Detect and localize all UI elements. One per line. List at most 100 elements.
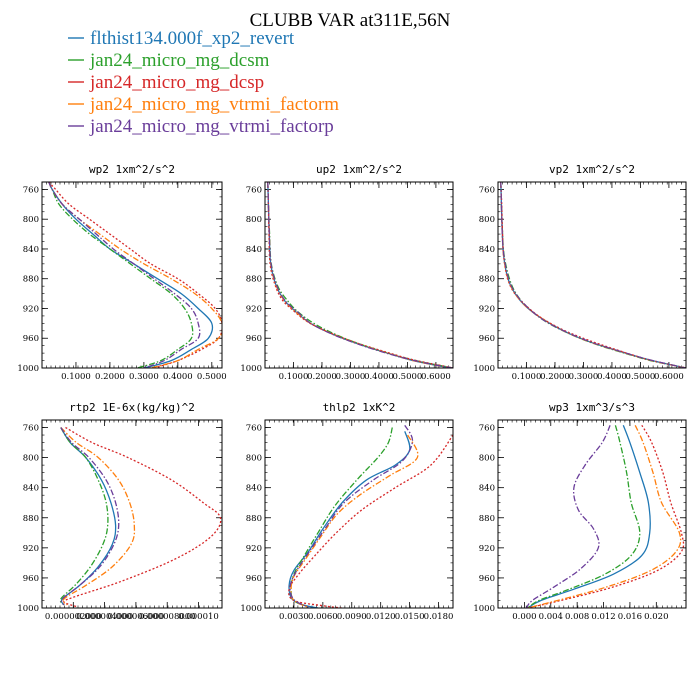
plot-frame — [41, 181, 223, 369]
y-tick-label: 840 — [479, 245, 495, 255]
x-tick-label: 0.5000 — [393, 372, 423, 382]
series-line-3 — [63, 426, 222, 608]
y-tick-label: 880 — [479, 275, 495, 285]
y-tick-label: 880 — [246, 514, 262, 524]
minor-ticks — [265, 181, 453, 369]
series-group — [48, 182, 222, 368]
x-tick-label: 0.000004000 — [76, 612, 133, 622]
series-line-1 — [48, 182, 214, 368]
x-tick-label: 0.2000 — [95, 372, 125, 382]
series-group — [500, 182, 686, 368]
x-tick-label: 0.3000 — [569, 372, 599, 382]
series-line-3 — [48, 182, 222, 368]
series-line-3 — [267, 182, 453, 368]
x-tick-label: 0.0030 — [279, 612, 309, 622]
y-tick-label: 960 — [23, 574, 39, 584]
series-line-5 — [289, 424, 414, 608]
plot-frame — [264, 419, 454, 609]
series-line-1 — [500, 182, 686, 368]
series-group — [59, 426, 222, 608]
series-line-2 — [48, 182, 194, 368]
y-tick-label: 840 — [23, 484, 39, 494]
panels: wp2 1xm^2/s^2 760 800 840 880 920 960 1000 0.100… — [17, 163, 687, 622]
x-tick-label: 0.4000 — [163, 372, 193, 382]
series-line-5 — [267, 182, 453, 368]
y-tick-label: 840 — [479, 484, 495, 494]
x-tick-label: 0.016 — [618, 612, 642, 622]
y-tick-label: 760 — [23, 424, 39, 434]
y-tick-label: 880 — [23, 275, 39, 285]
series-line-1 — [527, 425, 651, 608]
x-tick-label: 0.0060 — [308, 612, 338, 622]
y-tick-label: 920 — [479, 544, 495, 554]
y-tick-label: 880 — [23, 514, 39, 524]
y-tick-label: 840 — [246, 245, 262, 255]
x-tick-label: 0.000006000 — [108, 612, 165, 622]
minor-ticks — [498, 181, 686, 369]
minor-ticks — [265, 419, 453, 609]
legend-entry: jan24_micro_mg_vtrmi_factorp — [89, 116, 334, 137]
x-tick-label: 0.004 — [539, 612, 563, 622]
figure-title: CLUBB VAR at311E,56N — [250, 10, 451, 31]
y-tick-label: 760 — [246, 185, 262, 195]
series-line-2 — [267, 182, 453, 368]
x-tick-label: 0.2000 — [540, 372, 570, 382]
x-tick-label: 0.000 — [512, 612, 536, 622]
series-line-4 — [527, 425, 682, 608]
panel-title: thlp2 1xK^2 — [323, 401, 396, 414]
series-line-5 — [525, 425, 611, 608]
y-tick-label: 880 — [479, 514, 495, 524]
legend-entry: jan24_micro_mg_vtrmi_factorm — [89, 94, 339, 115]
plot-frame — [41, 419, 223, 609]
legend-entry: flthist134.000f_xp2_revert — [90, 28, 295, 49]
x-tick-label: 0.1000 — [61, 372, 91, 382]
x-tick-label: 0.1000 — [512, 372, 542, 382]
series-group — [288, 424, 453, 608]
series-line-4 — [290, 434, 419, 608]
y-tick-label: 840 — [23, 245, 39, 255]
y-tick-label: 920 — [246, 544, 262, 554]
plot-panel: wp3 1xm^3/s^3 760 800 840 880 920 960 1000 0.000… — [473, 401, 687, 622]
series-line-3 — [500, 182, 686, 368]
panel-title: rtp2 1E-6x(kg/kg)^2 — [69, 401, 195, 414]
series-line-1 — [267, 182, 453, 368]
series-group — [267, 182, 453, 368]
minor-ticks — [42, 419, 222, 609]
y-tick-label: 920 — [23, 304, 39, 314]
series-group — [525, 424, 685, 608]
y-tick-label: 960 — [246, 334, 262, 344]
y-tick-label: 840 — [246, 484, 262, 494]
x-tick-label: 0.000002000 — [45, 612, 102, 622]
plot-frame — [497, 419, 687, 609]
y-tick-label: 760 — [23, 185, 39, 195]
y-tick-label: 800 — [23, 215, 39, 225]
y-tick-label: 1000 — [17, 364, 39, 374]
series-line-1 — [288, 431, 411, 608]
y-tick-label: 1000 — [473, 364, 495, 374]
y-tick-label: 1000 — [473, 604, 495, 614]
y-tick-label: 760 — [246, 424, 262, 434]
panel-title: vp2 1xm^2/s^2 — [549, 163, 635, 176]
y-tick-label: 1000 — [240, 364, 262, 374]
series-line-3 — [527, 424, 685, 608]
x-tick-label: 0.000008000 — [139, 612, 196, 622]
y-tick-label: 920 — [246, 304, 262, 314]
x-tick-label: 0.0120 — [366, 612, 396, 622]
plot-panel: up2 1xm^2/s^2 760 800 840 880 920 960 1000 0.100… — [240, 163, 454, 382]
series-line-5 — [500, 182, 686, 368]
x-tick-label: 0.0090 — [337, 612, 367, 622]
panel-title: wp2 1xm^2/s^2 — [89, 163, 175, 176]
y-tick-label: 880 — [246, 275, 262, 285]
y-tick-label: 800 — [479, 454, 495, 464]
x-tick-label: 0.0180 — [424, 612, 454, 622]
panel-title: up2 1xm^2/s^2 — [316, 163, 402, 176]
plot-panel: wp2 1xm^2/s^2 760 800 840 880 920 960 1000 0.100… — [17, 163, 226, 382]
y-tick-label: 920 — [479, 304, 495, 314]
x-tick-label: 0.0150 — [395, 612, 425, 622]
y-tick-label: 800 — [246, 454, 262, 464]
x-tick-label: 0.6000 — [421, 372, 451, 382]
y-tick-label: 800 — [246, 215, 262, 225]
x-tick-label: 0.4000 — [597, 372, 627, 382]
y-tick-label: 1000 — [17, 604, 39, 614]
